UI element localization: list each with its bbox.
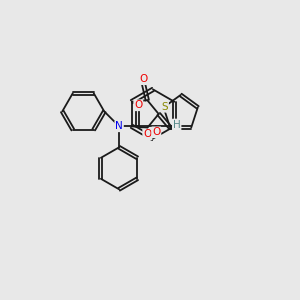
Text: H: H: [173, 119, 181, 130]
Text: O: O: [152, 127, 160, 137]
Text: N: N: [115, 121, 123, 131]
Text: S: S: [161, 102, 168, 112]
Text: O: O: [134, 100, 142, 110]
Text: O: O: [143, 129, 152, 140]
Text: O: O: [140, 74, 148, 84]
